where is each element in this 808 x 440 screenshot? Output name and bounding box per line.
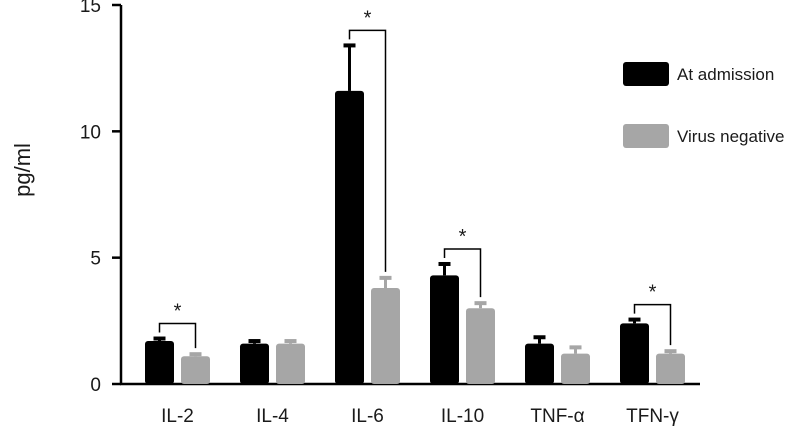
y-tick-label: 10 <box>80 122 101 143</box>
bar <box>181 356 210 384</box>
bar <box>656 353 685 384</box>
legend-label: At admission <box>677 65 774 84</box>
significance-star: * <box>649 282 657 304</box>
axes <box>112 3 700 386</box>
legend-label: Virus negative <box>677 127 784 146</box>
axis-labels: 0 5 10 15 pg/ml IL-2 IL-4 IL-6 IL-10 TNF-α TFN-γ <box>10 0 679 427</box>
bar <box>371 287 400 384</box>
legend-swatch <box>623 124 669 148</box>
significance-brackets: * * * * <box>158 7 672 349</box>
bar <box>430 275 459 384</box>
x-tick-label: IL-6 <box>351 406 384 427</box>
legend: At admission Virus negative <box>623 62 784 148</box>
y-tick-label: 15 <box>80 0 101 17</box>
significance-bracket <box>633 303 672 346</box>
y-axis-label: pg/ml <box>10 143 35 197</box>
x-tick-label: IL-4 <box>256 406 289 427</box>
bar <box>335 90 364 384</box>
significance-star: * <box>459 226 467 248</box>
x-tick-label: TFN-γ <box>626 406 679 427</box>
significance-bracket <box>443 248 482 298</box>
bar <box>620 323 649 384</box>
legend-swatch <box>623 62 669 86</box>
x-tick-label: TNF-α <box>530 406 584 427</box>
significance-bracket <box>158 322 197 349</box>
y-tick-label: 5 <box>90 249 101 270</box>
bar <box>276 343 305 384</box>
y-tick-label: 0 <box>90 375 101 396</box>
significance-bracket <box>348 29 387 272</box>
significance-star: * <box>364 7 372 29</box>
x-tick-label: IL-10 <box>441 406 484 427</box>
bar <box>561 353 590 384</box>
x-tick-label: IL-2 <box>161 406 194 427</box>
significance-star: * <box>174 301 182 323</box>
bar <box>466 308 495 384</box>
bar <box>145 341 174 384</box>
bar <box>240 343 269 384</box>
bars <box>145 43 685 384</box>
bar <box>525 343 554 384</box>
